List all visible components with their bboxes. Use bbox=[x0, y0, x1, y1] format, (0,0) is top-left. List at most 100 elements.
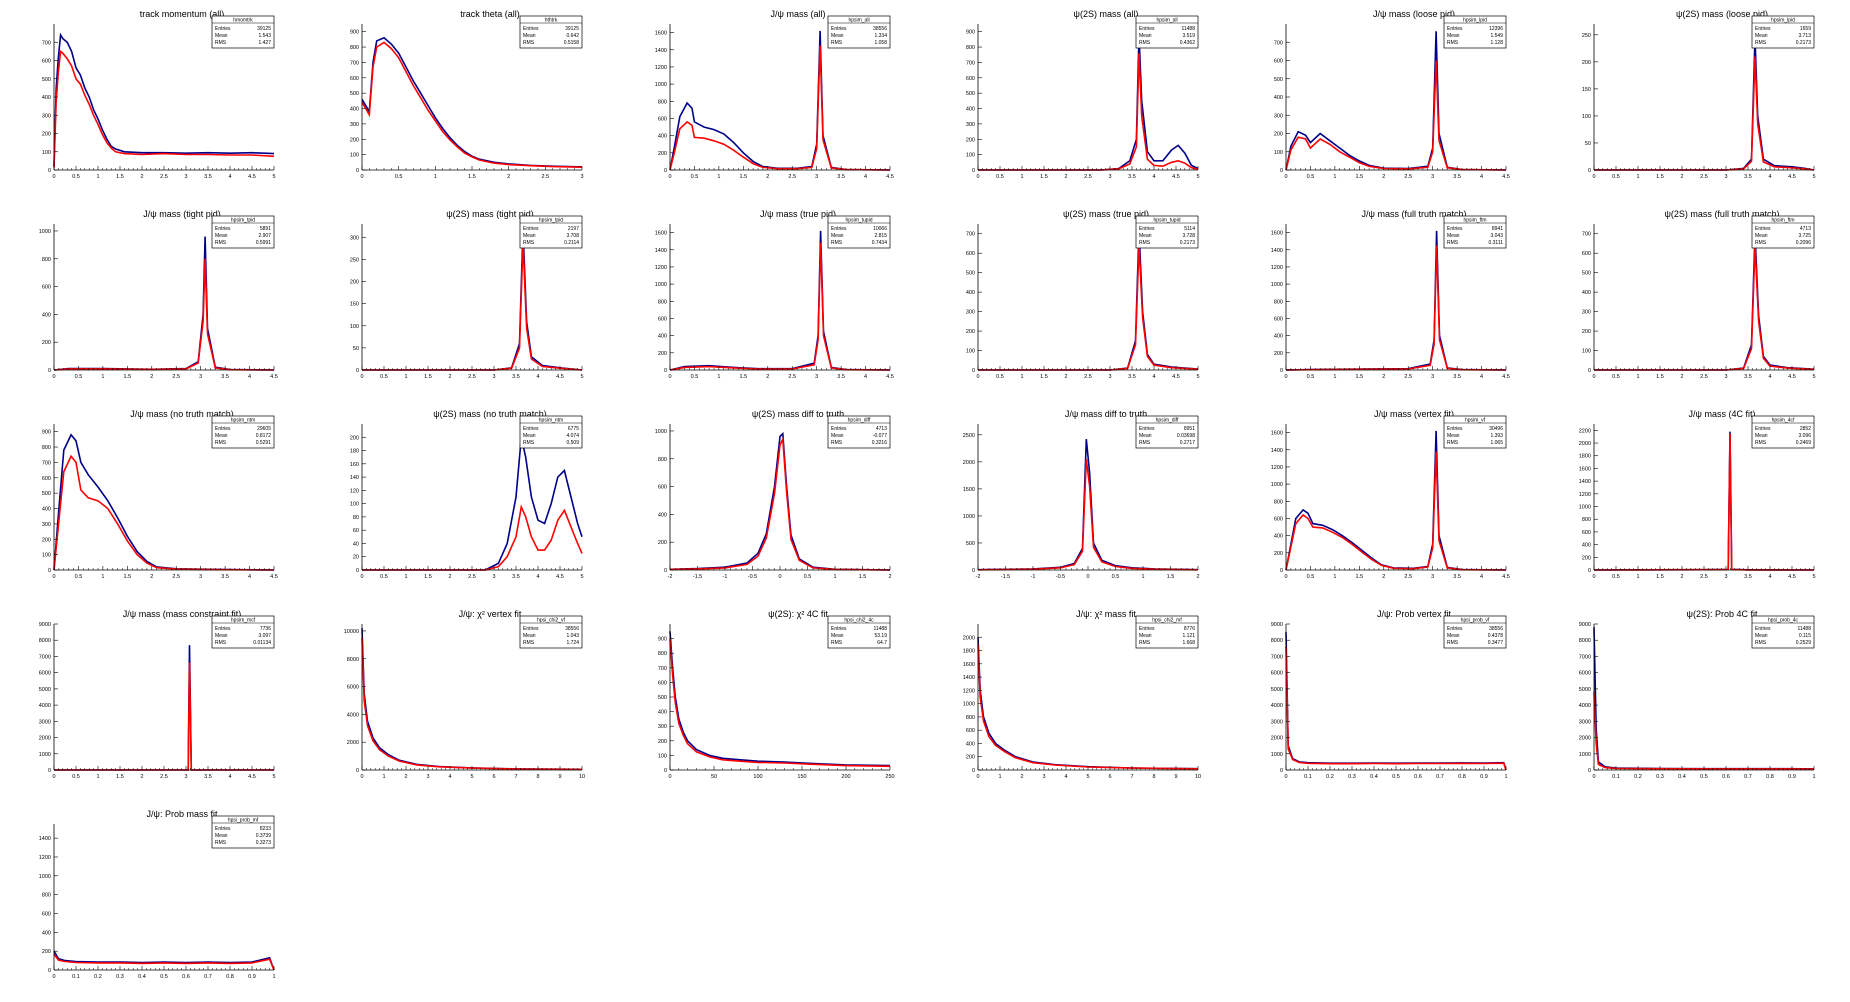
x-tick-label: 4 bbox=[1768, 374, 1771, 380]
series-curve-red bbox=[977, 459, 1199, 571]
x-tick-label: 1 bbox=[717, 374, 720, 380]
stats-value: 0.01134 bbox=[253, 640, 271, 646]
histogram-svg: J/ψ mass diff to truth -2 -1.5 -1 -0.5 0 0.5 1 1… bbox=[963, 409, 1200, 580]
y-tick-label: 0 bbox=[48, 168, 51, 174]
stats-value: 12396 bbox=[1489, 26, 1503, 32]
x-tick-label: 0 bbox=[360, 574, 363, 580]
y-tick-label: 800 bbox=[658, 299, 667, 305]
stats-label: RMS bbox=[1139, 240, 1151, 246]
x-tick-label: 3.5 bbox=[1453, 374, 1461, 380]
series-curve-blue bbox=[669, 30, 891, 171]
series-curve-blue bbox=[1594, 233, 1815, 371]
x-tick-label: 1.5 bbox=[1656, 574, 1664, 580]
y-tick-label: 400 bbox=[966, 107, 975, 113]
series-curve-red bbox=[53, 49, 275, 168]
x-tick-label: 3 bbox=[1042, 774, 1045, 780]
histogram-svg: J/ψ mass (vertex fit) 0 0.5 1 1.5 2 2.5 3 3.5 4 4.… bbox=[1271, 409, 1510, 580]
x-tick-label: 2 bbox=[766, 174, 769, 180]
y-tick-label: 300 bbox=[966, 122, 975, 128]
histogram-svg: ψ(2S) mass diff to truth -2 -1.5 -1 -0.5 0 0.5… bbox=[655, 409, 892, 580]
x-tick-label: 4.5 bbox=[556, 374, 564, 380]
x-tick-label: 0.6 bbox=[182, 974, 190, 980]
y-tick-label: 1200 bbox=[963, 688, 975, 694]
y-tick-label: 200 bbox=[658, 151, 667, 157]
stats-label: Entries bbox=[215, 426, 231, 432]
y-tick-label: 2000 bbox=[347, 740, 359, 746]
stats-label: RMS bbox=[1139, 440, 1151, 446]
y-tick-label: 600 bbox=[42, 476, 51, 482]
y-tick-label: 400 bbox=[658, 710, 667, 716]
stats-label: RMS bbox=[523, 240, 535, 246]
stats-label: RMS bbox=[215, 640, 227, 646]
stats-label: RMS bbox=[1447, 440, 1459, 446]
x-tick-label: 2.5 bbox=[1084, 174, 1092, 180]
y-tick-label: 250 bbox=[1582, 33, 1591, 39]
y-tick-label: 0 bbox=[972, 168, 975, 174]
histogram-panel: ψ(2S) mass diff to truth -2 -1.5 -1 -0.5 0 0.5… bbox=[624, 400, 932, 600]
stats-value: 30496 bbox=[1489, 426, 1503, 432]
y-tick-label: 500 bbox=[966, 541, 975, 547]
histogram-panel: J/ψ mass (true pid) 0 0.5 1 1.5 2 2.5 3 3.5 4 4.5 0… bbox=[624, 200, 932, 400]
series-curve-blue bbox=[978, 229, 1199, 371]
stats-label: Entries bbox=[1755, 26, 1771, 32]
histogram-panel: ψ(2S) mass (tight pid) 0 0.5 1 1.5 2 2.5 3 3.5 4 4… bbox=[316, 200, 624, 400]
y-tick-label: 700 bbox=[1274, 40, 1283, 46]
stats-name: hpsim_lpid bbox=[1463, 18, 1487, 24]
x-tick-label: 5 bbox=[1196, 174, 1199, 180]
y-tick-label: 300 bbox=[1582, 310, 1591, 316]
series-curve-blue bbox=[1285, 632, 1507, 771]
x-tick-label: -1.5 bbox=[1001, 574, 1010, 580]
x-tick-label: 2.5 bbox=[1700, 374, 1708, 380]
x-tick-label: 1.5 bbox=[1656, 374, 1664, 380]
chart-title: J/ψ mass (4C fit) bbox=[1689, 409, 1756, 419]
x-tick-label: 1 bbox=[434, 174, 437, 180]
y-tick-label: 8000 bbox=[39, 638, 51, 644]
y-tick-label: 100 bbox=[966, 349, 975, 355]
stats-label: RMS bbox=[1755, 240, 1767, 246]
x-tick-label: 0.2 bbox=[94, 974, 102, 980]
y-tick-label: 700 bbox=[1582, 232, 1591, 238]
series-curve-red bbox=[362, 241, 583, 371]
x-tick-label: 0 bbox=[1592, 174, 1595, 180]
x-tick-label: 4 bbox=[536, 374, 539, 380]
x-tick-label: 4.5 bbox=[1502, 174, 1510, 180]
x-tick-label: 0.4 bbox=[138, 974, 146, 980]
stats-name: hpsim_all bbox=[1156, 18, 1177, 24]
chart-title: ψ(2S) mass (all) bbox=[1074, 9, 1139, 19]
y-tick-label: 800 bbox=[658, 457, 667, 463]
histogram-svg: ψ(2S) mass (true pid) 0 0.5 1 1.5 2 2.5 3 3.5 4 4.… bbox=[966, 209, 1200, 380]
y-tick-label: 1600 bbox=[1271, 431, 1283, 437]
y-tick-label: 2000 bbox=[1271, 736, 1283, 742]
x-tick-label: 10 bbox=[579, 774, 585, 780]
x-tick-label: 2.5 bbox=[1404, 374, 1412, 380]
x-tick-label: 0 bbox=[1284, 774, 1287, 780]
x-tick-label: 2 bbox=[1020, 774, 1023, 780]
x-tick-label: 1.5 bbox=[1356, 374, 1364, 380]
x-tick-label: 0 bbox=[976, 374, 979, 380]
y-tick-label: 1200 bbox=[39, 855, 51, 861]
y-tick-label: 700 bbox=[658, 666, 667, 672]
y-tick-label: 500 bbox=[42, 491, 51, 497]
stats-box bbox=[1135, 415, 1199, 449]
histogram-panel: ψ(2S): χ² 4C fit 0 50 100 150 200 250 0 100 200 30… bbox=[624, 600, 932, 800]
histogram-svg: J/ψ mass (tight pid) 0 0.5 1 1.5 2 2.5 3 3.5 4 4.5… bbox=[39, 209, 278, 380]
chart-title: ψ(2S) mass (tight pid) bbox=[446, 209, 533, 219]
y-tick-label: 400 bbox=[658, 134, 667, 140]
series-curve-blue bbox=[54, 645, 274, 771]
x-tick-label: 3.5 bbox=[1744, 574, 1752, 580]
x-tick-label: 1 bbox=[1141, 574, 1144, 580]
stats-value: 0.3216 bbox=[872, 440, 888, 446]
stats-value: 2852 bbox=[1800, 426, 1811, 432]
stats-label: Mean bbox=[831, 233, 844, 239]
stats-value: 64.7 bbox=[877, 640, 887, 646]
x-tick-label: -2 bbox=[668, 574, 673, 580]
y-tick-label: 2000 bbox=[39, 736, 51, 742]
y-tick-label: 2000 bbox=[963, 460, 975, 466]
stats-box bbox=[211, 615, 275, 649]
stats-name: hpsim_ftm bbox=[1771, 218, 1794, 224]
x-tick-label: 0 bbox=[668, 174, 671, 180]
x-tick-label: 2 bbox=[507, 174, 510, 180]
stats-value: 8941 bbox=[1492, 226, 1503, 232]
y-tick-label: 6000 bbox=[1271, 671, 1283, 677]
stats-box bbox=[1135, 15, 1199, 49]
